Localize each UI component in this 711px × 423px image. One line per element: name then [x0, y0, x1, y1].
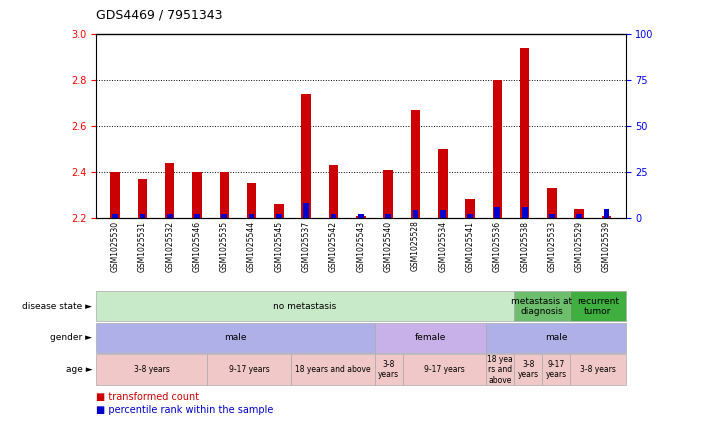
Bar — [220, 172, 229, 218]
Bar — [110, 172, 120, 218]
Text: no metastasis: no metastasis — [274, 302, 337, 311]
Bar — [192, 172, 202, 218]
Text: 9-17
years: 9-17 years — [545, 360, 567, 379]
Bar — [577, 214, 582, 218]
Text: recurrent
tumor: recurrent tumor — [577, 297, 619, 316]
Text: gender ►: gender ► — [50, 333, 92, 343]
Bar — [194, 214, 200, 218]
Bar — [276, 214, 282, 218]
Bar — [383, 170, 393, 218]
Text: 18 yea
rs and
above: 18 yea rs and above — [487, 355, 513, 385]
Bar — [547, 188, 557, 218]
Bar — [112, 214, 118, 218]
Bar — [301, 93, 311, 218]
Text: 3-8
years: 3-8 years — [378, 360, 400, 379]
Bar — [411, 110, 420, 218]
Text: 9-17 years: 9-17 years — [229, 365, 269, 374]
Bar — [358, 214, 364, 218]
Text: 3-8 years: 3-8 years — [134, 365, 170, 374]
Text: ■ transformed count: ■ transformed count — [96, 392, 199, 402]
Bar — [247, 183, 257, 218]
Bar — [385, 214, 391, 218]
Text: age ►: age ► — [66, 365, 92, 374]
Bar — [604, 209, 609, 218]
Text: 3-8
years: 3-8 years — [518, 360, 539, 379]
Bar — [549, 214, 555, 218]
Text: male: male — [545, 333, 567, 343]
Bar — [494, 207, 501, 218]
Bar — [138, 179, 147, 218]
Text: male: male — [224, 333, 247, 343]
Bar — [304, 203, 309, 218]
Text: 3-8 years: 3-8 years — [580, 365, 616, 374]
Bar — [221, 214, 228, 218]
Text: GDS4469 / 7951343: GDS4469 / 7951343 — [96, 8, 223, 21]
Bar — [602, 216, 611, 218]
Bar — [467, 214, 473, 218]
Bar — [520, 48, 530, 218]
Text: 18 years and above: 18 years and above — [295, 365, 370, 374]
Bar — [493, 80, 502, 218]
Text: metastasis at
diagnosis: metastasis at diagnosis — [511, 297, 572, 316]
Bar — [165, 163, 174, 218]
Bar — [522, 207, 528, 218]
Bar — [167, 214, 173, 218]
Bar — [574, 209, 584, 218]
Text: female: female — [415, 333, 447, 343]
Bar — [440, 211, 446, 218]
Bar — [139, 214, 145, 218]
Text: disease state ►: disease state ► — [23, 302, 92, 311]
Bar — [274, 204, 284, 218]
Bar — [328, 165, 338, 218]
Bar — [249, 214, 255, 218]
Text: ■ percentile rank within the sample: ■ percentile rank within the sample — [96, 405, 273, 415]
Bar — [331, 214, 336, 218]
Text: 9-17 years: 9-17 years — [424, 365, 465, 374]
Bar — [438, 149, 447, 218]
Bar — [356, 216, 365, 218]
Bar — [465, 200, 475, 218]
Bar — [412, 211, 418, 218]
